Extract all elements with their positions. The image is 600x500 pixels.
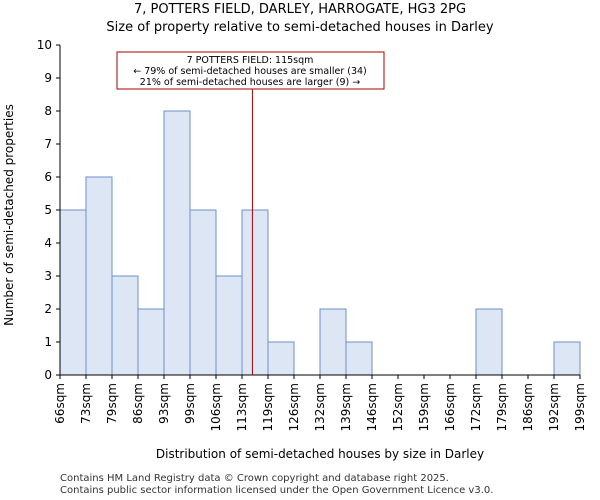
- y-tick-label: 0: [44, 368, 52, 382]
- histogram-chart: 0 1 2 3 4 5 6 7 8 9 10 66sqm 73sqm 79sqm 86sqm 93sqm 99…: [2, 38, 587, 461]
- y-tick-label: 9: [44, 71, 52, 85]
- x-tick-label: 106sqm: [209, 383, 223, 431]
- annotation-line-1: 7 POTTERS FIELD: 115sqm: [187, 55, 314, 66]
- y-tick-label: 8: [44, 104, 52, 118]
- y-tick-label: 6: [44, 170, 52, 184]
- x-tick-label: 132sqm: [313, 383, 327, 431]
- bar-93sqm: [163, 110, 191, 376]
- x-tick-label: 192sqm: [547, 383, 561, 431]
- bar-66sqm: [59, 209, 87, 376]
- annotation-line-2: ← 79% of semi-detached houses are smalle…: [133, 66, 367, 77]
- y-axis-label: Number of semi-detached properties: [2, 104, 16, 326]
- y-tick-label: 3: [44, 269, 52, 283]
- footer-line-2: Contains public sector information licen…: [60, 485, 494, 496]
- annotation-box: [116, 51, 385, 90]
- x-tick-label: 126sqm: [287, 383, 301, 431]
- bar-99sqm: [189, 209, 217, 376]
- x-tick-label: 79sqm: [105, 383, 119, 424]
- x-tick-label: 199sqm: [573, 383, 587, 431]
- x-tick-label: 99sqm: [183, 383, 197, 424]
- x-tick-label: 119sqm: [261, 383, 275, 431]
- bar-139sqm: [345, 341, 373, 376]
- x-tick-label: 152sqm: [391, 383, 405, 431]
- y-tick-label: 1: [44, 335, 52, 349]
- bar-73sqm: [85, 176, 113, 376]
- x-tick-label: 159sqm: [417, 383, 431, 431]
- x-axis-label: Distribution of semi-detached houses by …: [156, 447, 484, 461]
- y-tick-label: 7: [44, 137, 52, 151]
- bar-192sqm: [553, 341, 581, 376]
- bar-132sqm: [319, 308, 347, 376]
- y-tick-label: 10: [37, 38, 52, 52]
- x-tick-label: 179sqm: [495, 383, 509, 431]
- bar-172sqm: [475, 308, 503, 376]
- x-tick-label: 172sqm: [469, 383, 483, 431]
- x-tick-label: 146sqm: [365, 383, 379, 431]
- x-tick-label: 166sqm: [443, 383, 457, 431]
- bar-79sqm: [111, 275, 139, 376]
- chart-subtitle: Size of property relative to semi-detach…: [106, 20, 494, 35]
- y-tick-label: 5: [44, 203, 52, 217]
- x-tick-label: 66sqm: [53, 383, 67, 424]
- x-tick-label: 93sqm: [157, 383, 171, 424]
- x-tick-label: 86sqm: [131, 383, 145, 424]
- x-tick-label: 139sqm: [339, 383, 353, 431]
- y-tick-label: 4: [44, 236, 52, 250]
- x-tick-label: 186sqm: [521, 383, 535, 431]
- footer-line-1: Contains HM Land Registry data © Crown c…: [60, 473, 449, 484]
- bar-113sqm: [241, 209, 269, 376]
- y-tick-label: 2: [44, 302, 52, 316]
- bar-86sqm: [137, 308, 165, 376]
- x-tick-label: 73sqm: [79, 383, 93, 424]
- bar-119sqm: [267, 341, 295, 376]
- x-tick-label: 113sqm: [235, 383, 249, 431]
- annotation-line-3: 21% of semi-detached houses are larger (…: [140, 77, 360, 88]
- chart-title: 7, POTTERS FIELD, DARLEY, HARROGATE, HG3…: [133, 2, 467, 17]
- bar-106sqm: [215, 275, 243, 376]
